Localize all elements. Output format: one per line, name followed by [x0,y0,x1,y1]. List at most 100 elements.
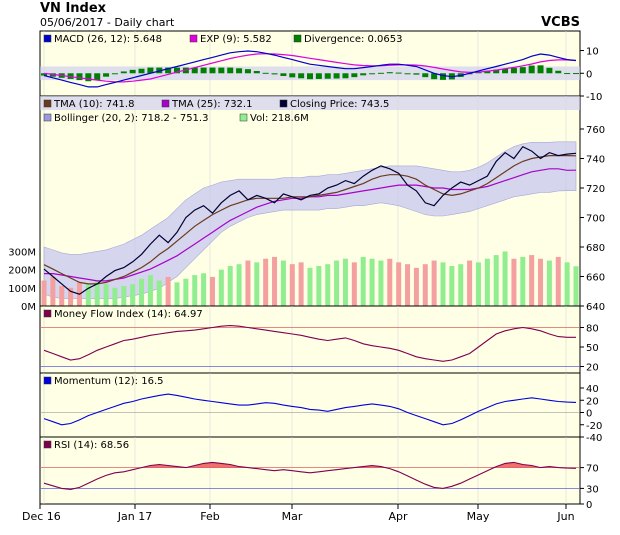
chart-subtitle: 05/06/2017 - Daily chart [40,16,175,29]
volume-bar [280,260,286,306]
legend-label: Closing Price: 743.5 [290,99,389,110]
divergence-bar [413,73,420,75]
volume-bar [405,264,411,306]
exp-line [43,53,577,83]
divergence-bar [386,72,393,74]
divergence-bar [298,73,305,79]
y-tick-label: 20 [586,396,599,407]
divergence-bar [200,67,207,74]
divergence-bar [369,73,376,75]
divergence-bar [440,73,446,80]
divergence-bar [103,73,110,77]
divergence-bar [129,69,136,74]
volume-bar [147,275,153,306]
y-tick-label: 40 [586,384,599,395]
volume-bar [564,262,570,306]
divergence-bar [360,73,367,76]
legend-swatch [43,309,52,318]
volume-bar [360,256,366,306]
legend-label: Vol: 218.6M [250,113,309,124]
legend-label: TMA (10): 741.8 [53,99,134,110]
price-panel: 760 740 720 700 680 660 640 300M 200M 100M 0M TMA (… [8,95,605,313]
volume-bar [236,264,242,306]
volume-bar [449,266,455,306]
y-tick-label: 80 [586,324,599,335]
volume-bar [165,276,171,306]
divergence-bar [484,70,491,74]
legend-swatch [43,376,52,385]
divergence-bar [244,69,251,74]
momentum-line [43,393,577,426]
divergence-bar [94,73,101,81]
legend-label: RSI (14): 68.56 [54,440,129,451]
volume-bar [201,273,207,306]
volume-bar [112,287,118,306]
divergence-bar [564,73,571,75]
volume-bar [458,264,464,306]
divergence-bar [537,65,544,74]
x-tick-label: Jan 17 [117,510,152,523]
volume-bar [351,262,357,306]
volume-bar [174,282,180,306]
divergence-bar [236,68,243,74]
volume-tick-label: 200M [8,266,36,277]
legend-swatch [293,34,302,43]
volume-bar [546,260,552,306]
volume-bar [121,286,127,306]
volume-bar [41,280,47,306]
volume-bar [192,275,198,306]
legend-swatch [189,34,198,43]
divergence-bar [324,73,331,79]
legend-label: TMA (25): 732.1 [171,99,252,110]
divergence-bar [218,67,225,74]
divergence-bar [342,73,349,79]
tma10-line [43,155,577,285]
volume-bar [254,262,260,306]
divergence-bar [41,73,47,76]
legend-swatch [43,440,52,449]
y-tick-label: 680 [586,243,605,254]
volume-bar [68,287,74,306]
divergence-bar [528,65,535,74]
y-tick-label: 660 [586,273,605,284]
divergence-bar [431,73,438,80]
volume-bar [325,264,331,306]
divergence-bar [333,73,340,79]
volume-bar [538,258,544,306]
volume-bar [529,255,535,306]
x-axis: Dec 16 Jan 17 Feb Mar Apr May Jun [22,504,575,523]
x-tick-label: Mar [282,510,303,523]
divergence-bar [555,70,562,74]
volume-bar [263,258,269,306]
macd-panel: 10 0 -10 MACD (26, 12): 5.648 EXP (9): 5.582… [39,30,602,103]
divergence-bar [147,67,154,74]
mfi-line [43,325,576,362]
legend-swatch [43,113,52,122]
divergence-bar [510,67,517,74]
macd-line [43,50,577,88]
panel-frame [39,372,581,438]
legend-label: Divergence: 0.0653 [304,34,403,45]
y-tick-label: 720 [586,184,605,195]
volume-bar [396,262,402,306]
divergence-bar [165,67,172,74]
y-tick-label: 50 [586,343,599,354]
y-tick-label: -40 [586,433,602,444]
volume-bar [130,284,136,306]
brand-label: VCBS [541,15,580,30]
volume-bar [520,256,526,306]
divergence-bar [120,71,127,74]
divergence-bar [422,73,429,78]
divergence-bar [307,73,313,80]
volume-bar [511,258,517,306]
divergence-bar [227,67,234,74]
x-tick-label: Feb [200,510,219,523]
y-tick-label: 760 [586,125,605,136]
volume-bar [378,260,384,306]
volume-bar [209,276,215,306]
legend-swatch [43,34,52,43]
legend-swatch [279,99,288,108]
legend-label: Momentum (12): 16.5 [54,376,164,387]
